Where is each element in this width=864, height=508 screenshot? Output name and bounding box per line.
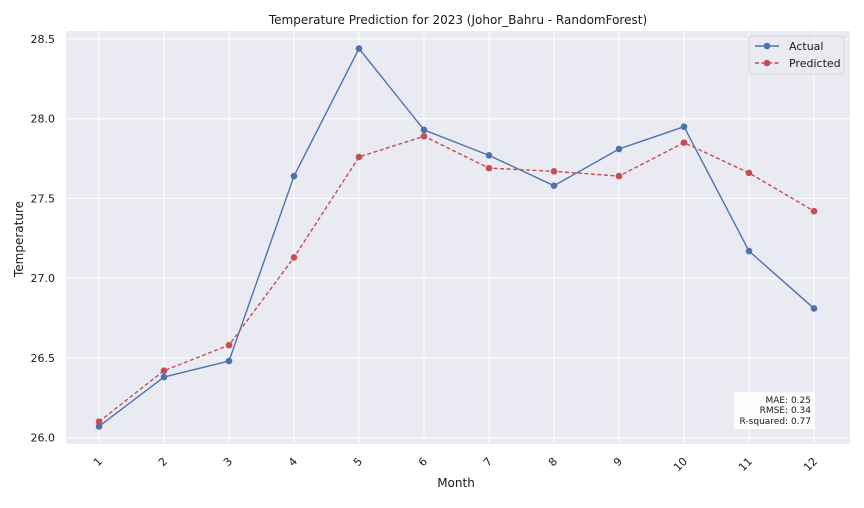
x-axis-label: Month: [437, 476, 475, 490]
series-predicted-point: [615, 172, 623, 180]
series-predicted-point: [550, 168, 558, 175]
series-predicted-point: [160, 367, 168, 374]
series-actual-point: [680, 123, 688, 130]
series-predicted-point: [680, 139, 688, 146]
series-predicted-point: [290, 254, 298, 261]
metrics-background: [734, 392, 815, 429]
metric-r-squared: R-squared: 0.77: [740, 417, 811, 427]
legend-predicted-marker: [763, 59, 771, 67]
y-tick-label: 27.5: [31, 192, 56, 205]
x-tick-labels: 1 2 3 4 5 6 7 8 9 10 11 12: [91, 455, 820, 474]
x-tick-label: 8: [546, 455, 560, 469]
y-tick-label: 27.0: [31, 272, 56, 285]
x-tick-label: 6: [416, 455, 430, 469]
x-tick-label: 9: [611, 455, 625, 469]
y-tick-label: 26.0: [31, 432, 56, 445]
chart-title: Temperature Prediction for 2023 (Johor_B…: [268, 13, 647, 27]
series-predicted-point: [810, 207, 818, 215]
series-predicted-point: [225, 341, 233, 349]
series-actual-point: [485, 152, 493, 159]
y-tick-label: 26.5: [31, 352, 56, 365]
x-tick-label: 4: [286, 455, 300, 469]
y-axis-label: Temperature: [12, 201, 26, 278]
series-actual-point: [745, 247, 753, 255]
series-predicted-point: [745, 169, 753, 177]
metric-rmse: RMSE: 0.34: [760, 406, 812, 416]
x-tick-label: 10: [671, 455, 690, 474]
series-actual-point: [160, 373, 168, 381]
metrics-box: MAE: 0.25 RMSE: 0.34 R-squared: 0.77: [734, 392, 815, 429]
metric-mae: MAE: 0.25: [765, 396, 811, 406]
series-actual-point: [225, 357, 233, 365]
legend-actual-label: Actual: [789, 40, 823, 53]
series-actual-point: [290, 172, 298, 180]
y-tick-label: 28.0: [31, 113, 56, 126]
y-tick-label: 28.5: [31, 33, 56, 46]
series-layer: [95, 45, 818, 430]
x-tick-label: 5: [351, 455, 365, 469]
legend-predicted-label: Predicted: [789, 57, 841, 70]
series-predicted-point: [355, 153, 363, 161]
series-actual-point: [810, 305, 818, 312]
x-tick-label: 7: [481, 455, 495, 469]
series-predicted-point: [485, 164, 493, 172]
series-actual-point: [420, 126, 428, 134]
x-tick-label: 2: [156, 455, 170, 469]
x-tick-label: 1: [91, 455, 105, 469]
legend-actual-marker: [763, 42, 771, 50]
series-predicted-line: [98, 135, 815, 423]
series-predicted-point: [420, 132, 428, 140]
series-actual-point: [615, 145, 623, 153]
legend: Actual Predicted: [748, 35, 845, 75]
x-tick-label: 3: [221, 455, 235, 469]
series-actual-point: [355, 45, 363, 52]
plot-area: [66, 31, 850, 444]
series-actual-point: [550, 182, 558, 189]
grid: [66, 31, 850, 444]
x-tick-label: 12: [801, 455, 820, 474]
x-tick-label: 11: [736, 455, 755, 474]
y-tick-labels: 26.0 26.5 27.0 27.5 28.0 28.5: [31, 33, 56, 445]
series-predicted-point: [95, 418, 103, 425]
series-actual-point: [95, 423, 103, 430]
